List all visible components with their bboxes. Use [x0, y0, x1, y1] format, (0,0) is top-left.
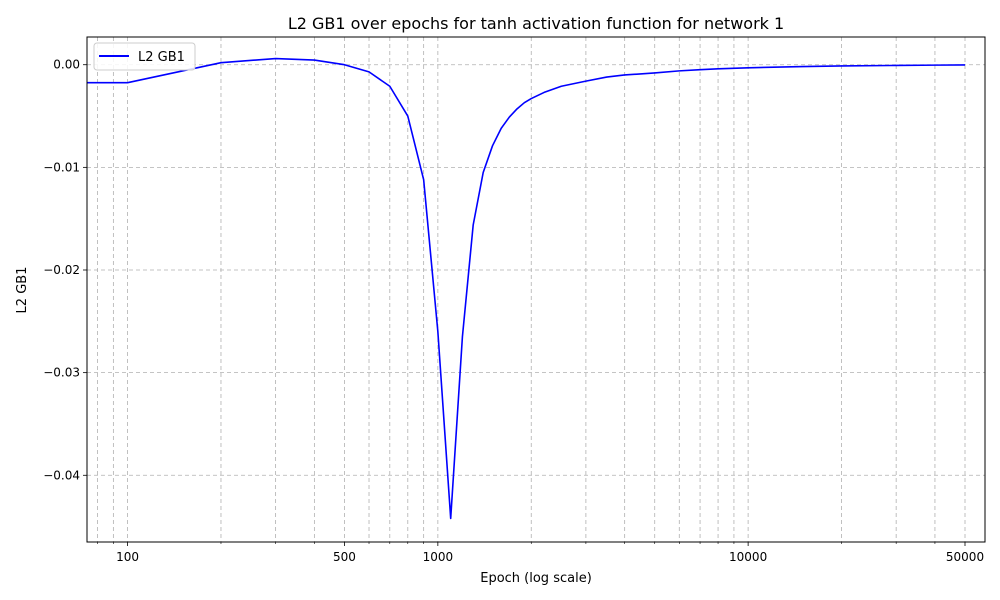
y-tick-label: 0.00 — [53, 58, 80, 72]
plot-frame — [86, 36, 986, 543]
x-axis: 100 500 1000 10000 50000 — [97, 542, 984, 564]
y-axis: 0.00 −0.01 −0.02 −0.03 −0.04 — [43, 58, 87, 482]
plot-area — [87, 57, 966, 520]
x-tick-label: 1000 — [423, 550, 454, 564]
y-tick-label: −0.02 — [43, 263, 80, 277]
y-tick-label: −0.01 — [43, 160, 80, 174]
legend: L2 GB1 — [93, 42, 196, 71]
y-tick-label: −0.03 — [43, 366, 80, 380]
x-tick-label: 500 — [333, 550, 356, 564]
legend-box — [93, 42, 196, 71]
y-axis-label: L2 GB1 — [15, 267, 30, 314]
x-tick-label: 50000 — [946, 550, 984, 564]
chart-title: L2 GB1 over epochs for tanh activation f… — [288, 14, 784, 33]
x-tick-label: 100 — [116, 550, 139, 564]
legend-label: L2 GB1 — [138, 50, 185, 65]
grid — [87, 37, 985, 542]
series-line — [87, 57, 966, 520]
x-tick-label: 10000 — [729, 550, 767, 564]
y-tick-label: −0.04 — [43, 468, 80, 482]
x-axis-label: Epoch (log scale) — [480, 571, 592, 586]
